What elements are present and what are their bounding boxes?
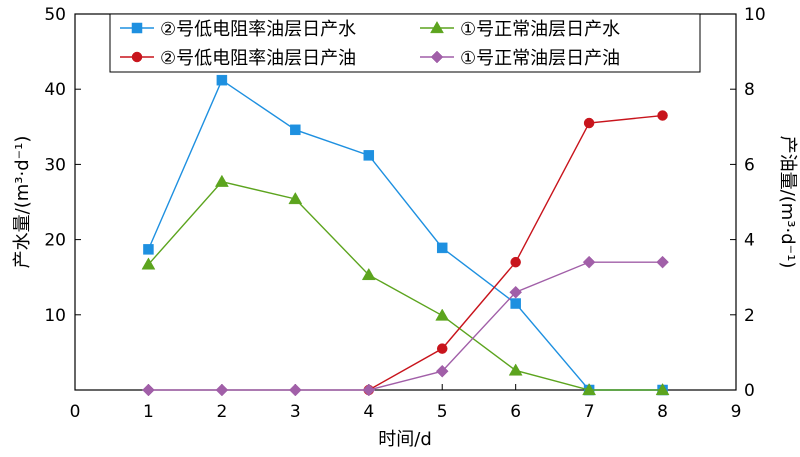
y-right-tick-label: 2 bbox=[744, 306, 755, 326]
x-tick-label: 3 bbox=[290, 402, 301, 422]
series-1-point bbox=[216, 74, 228, 86]
legend-box bbox=[109, 13, 701, 73]
x-tick-label: 5 bbox=[437, 402, 448, 422]
y-right-tick-label: 10 bbox=[744, 5, 766, 25]
y-left-tick-label: 40 bbox=[44, 80, 66, 100]
x-tick-label: 2 bbox=[216, 402, 227, 422]
series-1-line bbox=[147, 79, 663, 391]
y-left-tick-label: 20 bbox=[44, 231, 66, 251]
series-4-point bbox=[582, 255, 596, 269]
series-3 bbox=[363, 110, 668, 396]
x-axis-title: 时间/d bbox=[378, 429, 432, 450]
legend-swatch-marker bbox=[430, 50, 444, 64]
series-2-point bbox=[214, 174, 229, 187]
series-3-point bbox=[436, 343, 448, 354]
y-right-tick-label: 6 bbox=[744, 155, 755, 175]
y-right-tick-label: 8 bbox=[744, 80, 755, 100]
legend-label: ②号低电阻率油层日产油 bbox=[160, 48, 356, 69]
series-1-point bbox=[143, 244, 154, 255]
legend-label: ①号正常油层日产水 bbox=[460, 19, 620, 40]
series-2-line bbox=[147, 180, 663, 391]
series-4-point bbox=[509, 285, 523, 299]
ticks-layer: 0 1 2 3 4 5 6 7 8 9 10 20 30 40 50 0 2 4 6 8 10 bbox=[44, 5, 765, 422]
series-2-point bbox=[141, 257, 156, 270]
series-4-point bbox=[142, 383, 155, 397]
y-left-tick-label: 50 bbox=[44, 5, 66, 25]
legend-swatch-marker bbox=[131, 51, 143, 63]
series-2-point bbox=[655, 382, 670, 396]
series-4-point bbox=[435, 364, 449, 378]
series-1-point bbox=[510, 298, 521, 309]
series-1-point bbox=[363, 150, 375, 161]
y-axis-right-title: 产油量/(m³·d⁻¹) bbox=[777, 136, 798, 269]
series-4-point bbox=[288, 383, 302, 397]
y-left-tick-label: 10 bbox=[44, 306, 66, 326]
legend-label: ②号低电阻率油层日产水 bbox=[160, 19, 356, 40]
series-4-point bbox=[215, 383, 229, 397]
series-3-point bbox=[583, 117, 595, 129]
series-2 bbox=[141, 174, 670, 396]
series-2-point bbox=[361, 267, 376, 281]
legend-item: ②号低电阻率油层日产油 bbox=[120, 48, 356, 69]
x-tick-label: 6 bbox=[510, 402, 521, 422]
series-layer bbox=[141, 74, 670, 397]
series-2-point bbox=[288, 191, 303, 205]
legend-swatch-marker bbox=[131, 22, 143, 34]
x-tick-label: 7 bbox=[584, 402, 595, 422]
legend-item: ①号正常油层日产水 bbox=[420, 19, 620, 40]
y-right-tick-label: 4 bbox=[744, 231, 755, 251]
y-right-tick-label: 0 bbox=[744, 381, 755, 401]
series-4 bbox=[142, 255, 669, 397]
x-tick-label: 0 bbox=[70, 402, 81, 422]
series-2-point bbox=[582, 382, 597, 396]
x-tick-label: 9 bbox=[731, 402, 742, 422]
series-4-point bbox=[362, 383, 376, 397]
legend-item: ②号低电阻率油层日产水 bbox=[120, 19, 356, 40]
series-3-point bbox=[510, 256, 521, 268]
series-2-point bbox=[508, 363, 523, 376]
series-3-point bbox=[657, 110, 668, 121]
legend: ②号低电阻率油层日产水 ①号正常油层日产水 ②号低电阻率油层日产油 ①号正常油层日产油 bbox=[109, 13, 701, 73]
y-axis-left-title: 产水量/(m³·d⁻¹) bbox=[12, 136, 33, 269]
x-tick-label: 8 bbox=[657, 402, 668, 422]
series-2-point bbox=[435, 308, 450, 321]
x-tick-label: 1 bbox=[143, 402, 154, 422]
legend-swatch-marker bbox=[430, 20, 444, 34]
series-4-point bbox=[656, 255, 669, 269]
series-1-point bbox=[290, 124, 301, 136]
legend-item: ①号正常油层日产油 bbox=[420, 48, 620, 69]
x-tick-label: 4 bbox=[363, 402, 374, 422]
legend-label: ①号正常油层日产油 bbox=[460, 48, 620, 69]
series-1-point bbox=[436, 242, 448, 254]
series-3-line bbox=[368, 114, 663, 391]
series-4-line bbox=[148, 261, 663, 391]
y-left-tick-label: 30 bbox=[44, 155, 66, 175]
legend-items: ②号低电阻率油层日产水 ①号正常油层日产水 ②号低电阻率油层日产油 ①号正常油层日产油 bbox=[120, 19, 620, 69]
